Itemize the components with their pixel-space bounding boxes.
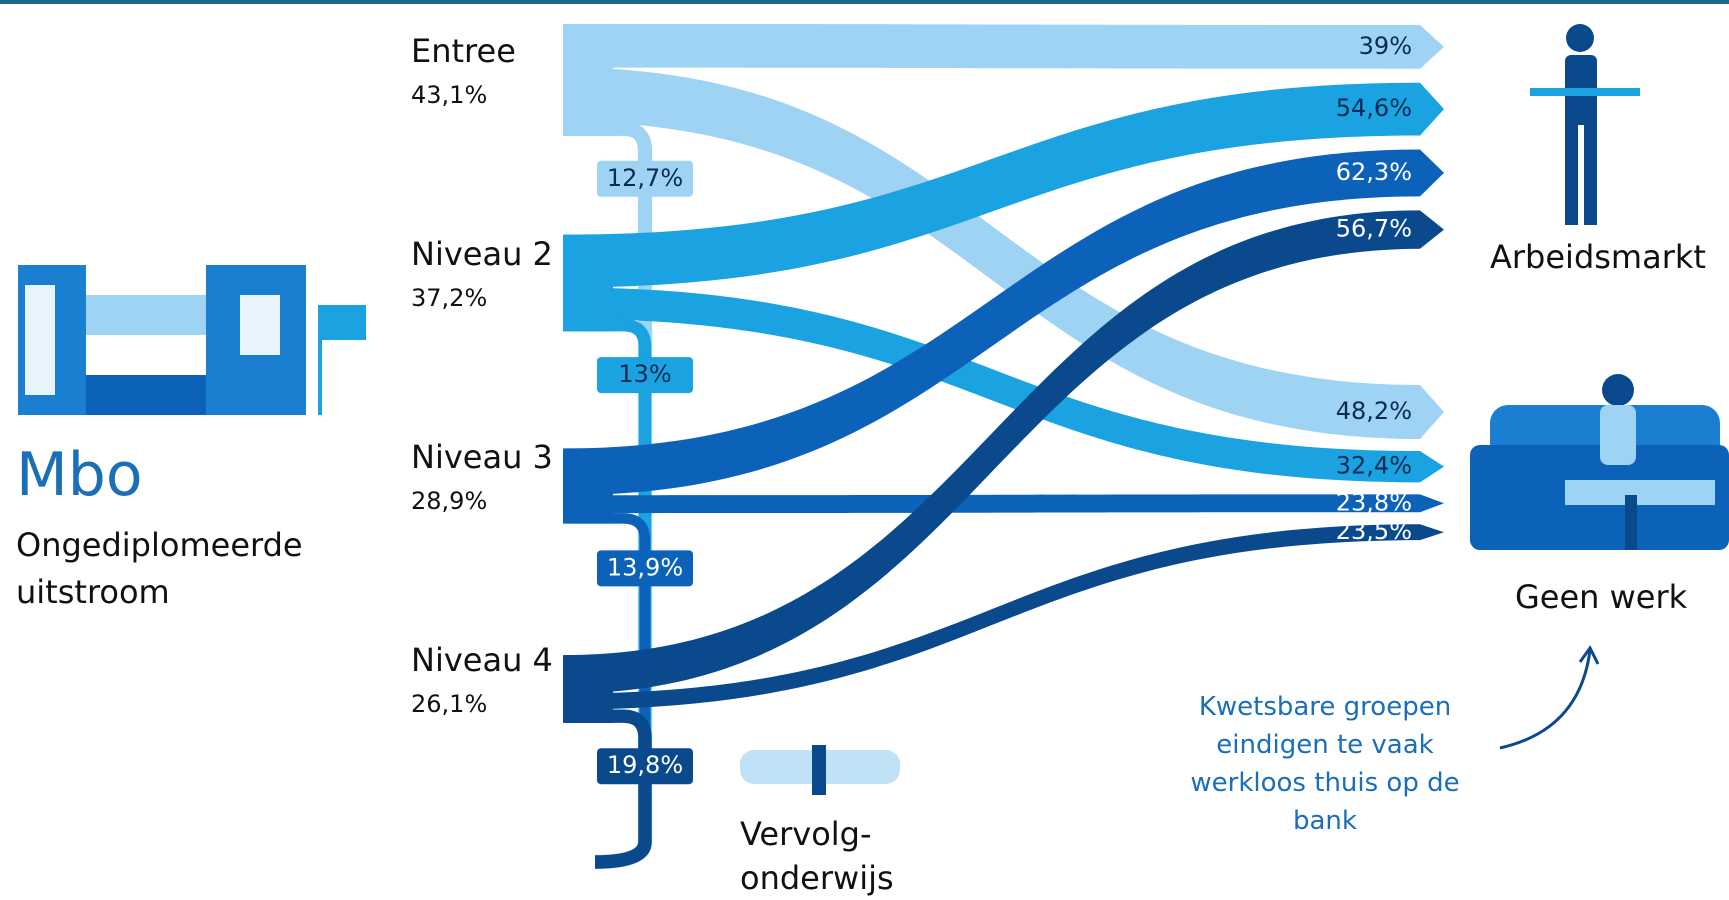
value-label: 12,7%: [607, 164, 683, 192]
flow: [565, 23, 1444, 69]
value-label: 48,2%: [1336, 397, 1412, 425]
flow: [565, 210, 1444, 694]
vervolg-box: [597, 748, 693, 785]
flow: [565, 287, 1444, 483]
value-label: 54,6%: [1336, 94, 1412, 122]
vervolg-box: [597, 357, 693, 394]
value-label: 19,8%: [607, 751, 683, 779]
annotation-arrowhead: [1578, 645, 1600, 665]
building-icon: [18, 265, 366, 415]
worker-icon: [1530, 24, 1640, 225]
flow: [565, 494, 1444, 514]
value-label: 23,8%: [1336, 488, 1412, 516]
source-label: Niveau 3: [411, 438, 553, 476]
value-label: 32,4%: [1336, 452, 1412, 480]
value-label: 62,3%: [1336, 158, 1412, 186]
source-node: [563, 23, 613, 137]
value-label: 13,9%: [607, 553, 683, 581]
source-label: Niveau 4: [411, 641, 553, 679]
source-node: [563, 655, 613, 723]
top-border: [0, 0, 1729, 4]
value-label: 23,5%: [1336, 517, 1412, 545]
value-label: 39%: [1359, 32, 1412, 60]
annotation: Kwetsbare groepen eindigen te vaak werkl…: [1190, 692, 1460, 836]
flow: [565, 67, 1444, 440]
source-label: Niveau 2: [411, 235, 553, 273]
target-label: Arbeidsmarkt: [1490, 238, 1706, 276]
flow: [565, 709, 652, 869]
source-node: [563, 448, 613, 524]
source-label: Entree: [411, 32, 516, 70]
flow: [565, 524, 1444, 710]
value-label: 56,7%: [1336, 215, 1412, 243]
chart-title: Mbo: [16, 440, 143, 510]
source-share: 37,2%: [411, 284, 487, 312]
source-share: 28,9%: [411, 487, 487, 515]
vervolg-box: [597, 550, 693, 587]
source-share: 26,1%: [411, 690, 487, 718]
value-label: 13%: [618, 360, 671, 388]
source-node: [563, 234, 613, 332]
target-label: Geen werk: [1515, 578, 1688, 616]
source-share: 43,1%: [411, 81, 487, 109]
couch-icon: [1470, 374, 1729, 550]
diploma-icon: [740, 745, 900, 795]
vervolg-box: [597, 160, 693, 197]
chart-subtitle: Ongediplomeerde uitstroom: [16, 526, 303, 611]
target-label: Vervolg- onderwijs: [740, 815, 894, 897]
flow: [565, 82, 1444, 288]
annotation-arrow: [1499, 649, 1592, 750]
flow: [565, 149, 1444, 496]
